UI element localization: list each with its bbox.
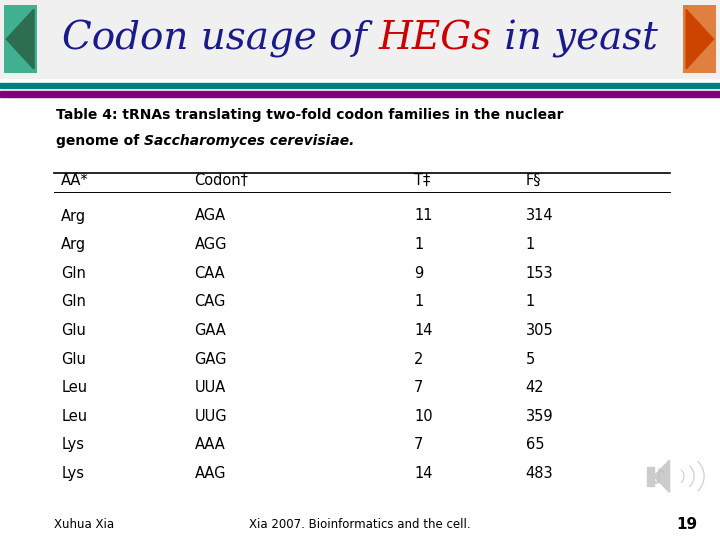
Text: Table 4: tRNAs translating two-fold codon families in the nuclear: Table 4: tRNAs translating two-fold codo…: [56, 108, 564, 122]
Text: 153: 153: [526, 266, 553, 281]
Bar: [0, 91, 720, 97]
Text: Lys: Lys: [61, 466, 84, 481]
Text: 483: 483: [526, 466, 553, 481]
Text: 305: 305: [526, 323, 554, 338]
Text: 19: 19: [676, 517, 697, 532]
Text: 14: 14: [414, 466, 433, 481]
Bar: [647, 467, 654, 486]
Text: Arg: Arg: [61, 237, 86, 252]
Text: genome of: genome of: [56, 134, 144, 148]
Text: 5: 5: [526, 352, 535, 367]
Polygon shape: [6, 9, 34, 69]
Text: GAA: GAA: [194, 323, 226, 338]
Text: Saccharomyces cerevisiae.: Saccharomyces cerevisiae.: [144, 134, 355, 148]
Text: Glu: Glu: [61, 352, 86, 367]
Text: UUG: UUG: [194, 409, 227, 424]
Text: 11: 11: [414, 208, 433, 224]
FancyBboxPatch shape: [4, 5, 37, 73]
Text: in yeast: in yeast: [492, 20, 658, 58]
Text: 42: 42: [526, 380, 544, 395]
Text: Codon usage of: Codon usage of: [62, 20, 379, 58]
Text: AA*: AA*: [61, 173, 89, 188]
Polygon shape: [6, 9, 34, 69]
Text: AAA: AAA: [194, 437, 225, 453]
Text: GAG: GAG: [194, 352, 227, 367]
Text: Gln: Gln: [61, 266, 86, 281]
Text: Codon†: Codon†: [194, 173, 248, 188]
Text: AAG: AAG: [194, 466, 226, 481]
Text: Lys: Lys: [61, 437, 84, 453]
Text: 1: 1: [526, 294, 535, 309]
Text: Arg: Arg: [61, 208, 86, 224]
Text: F§: F§: [526, 173, 541, 188]
Text: ♪: ♪: [652, 468, 666, 488]
Text: 7: 7: [414, 437, 423, 453]
Text: CAG: CAG: [194, 294, 226, 309]
Text: Leu: Leu: [61, 409, 87, 424]
Text: 314: 314: [526, 208, 553, 224]
Text: 359: 359: [526, 409, 553, 424]
Text: 2: 2: [414, 352, 423, 367]
Text: UUA: UUA: [194, 380, 225, 395]
Bar: [5, 6, 35, 71]
Text: 10: 10: [414, 409, 433, 424]
Text: Glu: Glu: [61, 323, 86, 338]
Text: Leu: Leu: [61, 380, 87, 395]
Bar: [0, 83, 720, 88]
Text: Xuhua Xia: Xuhua Xia: [54, 518, 114, 531]
Text: 65: 65: [526, 437, 544, 453]
Text: HEGs: HEGs: [379, 21, 492, 58]
Text: CAA: CAA: [194, 266, 225, 281]
Text: Xia 2007. Bioinformatics and the cell.: Xia 2007. Bioinformatics and the cell.: [249, 518, 471, 531]
Text: 1: 1: [526, 237, 535, 252]
FancyBboxPatch shape: [683, 5, 716, 73]
Polygon shape: [686, 9, 714, 69]
Text: 1: 1: [414, 294, 423, 309]
Bar: [0, 0, 720, 78]
Text: T‡: T‡: [414, 173, 431, 188]
Text: 7: 7: [414, 380, 423, 395]
Text: AGG: AGG: [194, 237, 227, 252]
Text: Gln: Gln: [61, 294, 86, 309]
Polygon shape: [654, 460, 670, 492]
Text: 14: 14: [414, 323, 433, 338]
Text: 9: 9: [414, 266, 423, 281]
Text: 1: 1: [414, 237, 423, 252]
Text: AGA: AGA: [194, 208, 225, 224]
